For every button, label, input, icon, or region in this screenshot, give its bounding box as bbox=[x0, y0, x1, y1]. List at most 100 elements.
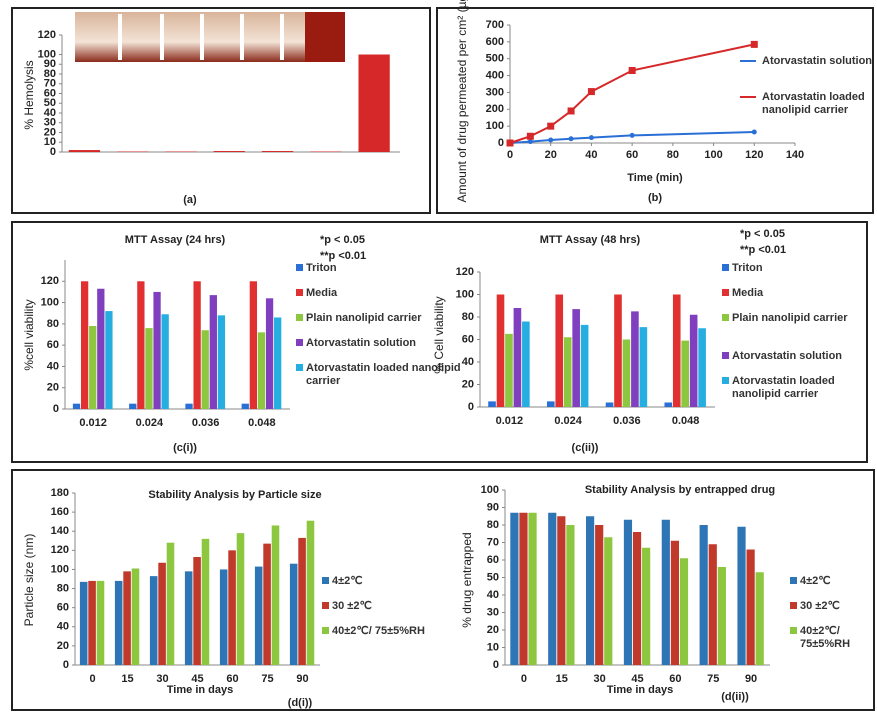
legend-label: 4±2℃ bbox=[800, 575, 877, 588]
y-tick-label: 40 bbox=[57, 621, 69, 633]
bar bbox=[237, 533, 245, 665]
bar bbox=[220, 569, 228, 665]
x-tick-label: 120 bbox=[745, 149, 763, 161]
y-tick-label: 0 bbox=[53, 403, 59, 415]
bar bbox=[202, 539, 210, 665]
y-tick-label: 200 bbox=[486, 103, 504, 115]
bar bbox=[262, 151, 293, 152]
bar bbox=[522, 322, 530, 408]
legend-label: Atorvastatin loaded nanolipid carrier bbox=[762, 91, 872, 117]
y-tick-label: 100 bbox=[41, 296, 59, 308]
legend-label-box: Plain nanolipid carrier bbox=[732, 312, 877, 340]
y-tick-label: 80 bbox=[462, 311, 474, 323]
x-tick-label: 0.024 bbox=[136, 417, 164, 429]
x-tick-label: 45 bbox=[631, 673, 643, 685]
bar bbox=[274, 317, 281, 409]
x-tick-label: 30 bbox=[594, 673, 606, 685]
bar bbox=[167, 543, 175, 665]
y-tick-label: 40 bbox=[487, 589, 499, 601]
y-tick-label: 0 bbox=[493, 659, 499, 671]
bar bbox=[88, 581, 96, 665]
point bbox=[630, 133, 635, 138]
bar bbox=[137, 281, 144, 409]
legend-label-box: Triton bbox=[306, 262, 466, 277]
legend-swatch bbox=[322, 602, 329, 609]
legend-label-box: 30 ±2℃ bbox=[800, 600, 877, 615]
legend-swatch bbox=[296, 314, 303, 321]
y-tick-label: 600 bbox=[486, 36, 504, 48]
bar bbox=[548, 513, 556, 665]
photo-gap bbox=[240, 14, 244, 60]
y-tick-label: 0 bbox=[468, 401, 474, 413]
bar bbox=[547, 401, 555, 407]
bar bbox=[623, 340, 631, 408]
legend-label-box: Atorvastatin solution bbox=[732, 350, 877, 365]
legend-swatch bbox=[790, 627, 797, 634]
legend-swatch bbox=[722, 314, 729, 321]
y-tick-label: 700 bbox=[486, 19, 504, 31]
panel-label: (d(i)) bbox=[288, 697, 313, 709]
y-tick-label: 20 bbox=[462, 378, 474, 390]
photo-gap bbox=[118, 14, 122, 60]
bar bbox=[81, 281, 88, 409]
bar bbox=[595, 525, 603, 665]
y-tick-label: 20 bbox=[487, 624, 499, 636]
bar bbox=[193, 557, 201, 665]
bar bbox=[298, 538, 306, 665]
legend-swatch bbox=[790, 577, 797, 584]
x-axis-label: Time (min) bbox=[627, 172, 683, 184]
x-tick-label: 0.036 bbox=[192, 417, 220, 429]
y-axis-label: % drug entrapped bbox=[460, 532, 474, 627]
legend-swatch bbox=[722, 289, 729, 296]
y-tick-label: 120 bbox=[38, 29, 56, 41]
legend-label: 30 ±2℃ bbox=[800, 600, 877, 613]
legend-label-box: Atorvastatin loaded nanolipid carrier bbox=[762, 91, 872, 132]
bar bbox=[358, 55, 389, 153]
legend-swatch bbox=[296, 289, 303, 296]
legend-swatch bbox=[722, 377, 729, 384]
bar bbox=[614, 295, 622, 408]
legend-swatch bbox=[722, 352, 729, 359]
x-tick-label: 60 bbox=[626, 149, 638, 161]
x-tick-label: 100 bbox=[704, 149, 722, 161]
y-tick-label: 0 bbox=[498, 137, 504, 149]
bar bbox=[129, 404, 136, 409]
bar bbox=[604, 537, 612, 665]
legend-label: 4±2℃ bbox=[332, 575, 442, 588]
point bbox=[568, 107, 575, 114]
bar bbox=[488, 401, 496, 407]
legend-swatch bbox=[322, 577, 329, 584]
point bbox=[629, 67, 636, 74]
bar bbox=[581, 325, 589, 407]
legend-label: Atorvastatin solution bbox=[732, 350, 877, 363]
bar bbox=[202, 330, 209, 409]
bar bbox=[642, 548, 650, 665]
legend-swatch bbox=[296, 264, 303, 271]
bar bbox=[162, 314, 169, 409]
legend-label-box: Triton bbox=[732, 262, 877, 277]
legend-label-box: 4±2℃ bbox=[800, 575, 877, 590]
y-tick-label: 160 bbox=[51, 506, 69, 518]
y-tick-label: 20 bbox=[57, 640, 69, 652]
x-axis-label: Time in days bbox=[167, 684, 233, 696]
point bbox=[507, 140, 514, 147]
y-tick-label: 100 bbox=[38, 48, 56, 60]
y-tick-label: 180 bbox=[51, 487, 69, 499]
bar bbox=[640, 327, 648, 407]
y-tick-label: 50 bbox=[487, 571, 499, 583]
x-tick-label: 0 bbox=[521, 673, 527, 685]
legend-label: Triton bbox=[732, 262, 877, 275]
point bbox=[528, 139, 533, 144]
bar bbox=[89, 326, 96, 409]
legend-swatch bbox=[296, 364, 303, 371]
sample-photo bbox=[75, 12, 345, 62]
bar bbox=[680, 558, 688, 665]
point bbox=[589, 135, 594, 140]
chart-title: MTT Assay (24 hrs) bbox=[125, 234, 226, 246]
y-axis-label: % Cell viability bbox=[432, 296, 446, 373]
bar bbox=[228, 550, 236, 665]
bar bbox=[105, 311, 112, 409]
x-tick-label: 15 bbox=[556, 673, 568, 685]
point bbox=[547, 123, 554, 130]
legend-swatch bbox=[722, 264, 729, 271]
